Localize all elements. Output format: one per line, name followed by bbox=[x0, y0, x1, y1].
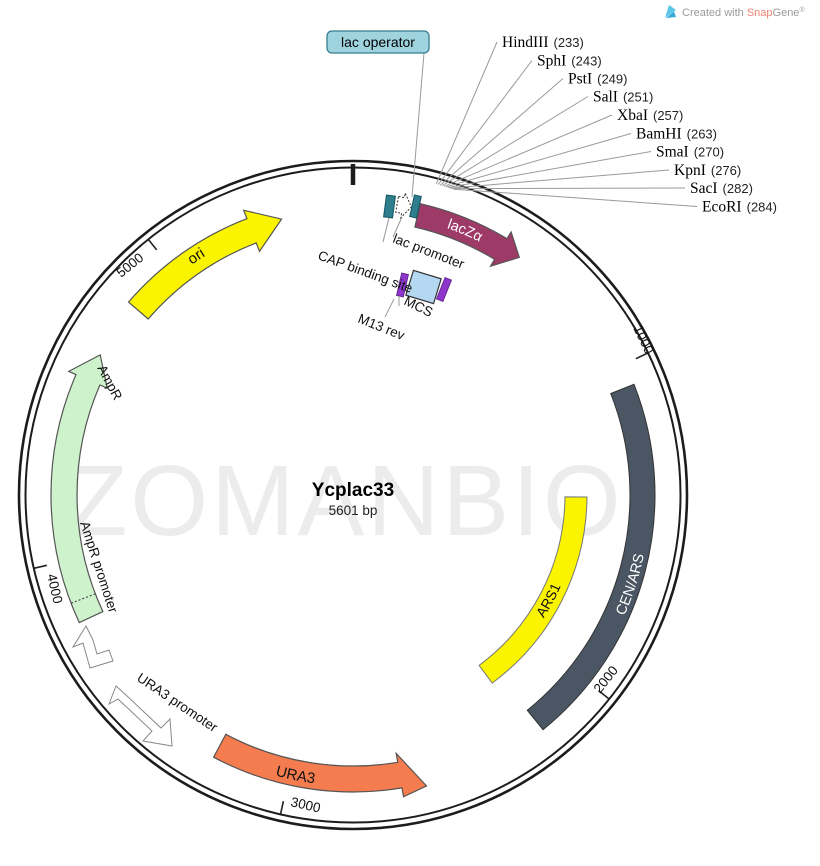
tick-4000 bbox=[34, 564, 48, 569]
tick-label-4000: 4000 bbox=[44, 572, 65, 605]
backbone-outer-ring bbox=[17, 159, 689, 831]
feature-m13-rev-label: M13 rev bbox=[356, 311, 407, 343]
lac-operator-callout-label: lac operator bbox=[341, 34, 415, 50]
feature-ampr-arrow[interactable] bbox=[50, 354, 109, 624]
snapgene-logo-icon bbox=[666, 11, 676, 18]
enzyme-site: (243) bbox=[571, 54, 601, 69]
tick-marks bbox=[34, 239, 648, 815]
feature-primer-bar-right[interactable] bbox=[435, 277, 453, 302]
feature-ura3-promoter-arrow[interactable] bbox=[108, 685, 173, 747]
watermark-text: ZOMANBIO bbox=[66, 445, 623, 557]
enzyme-site: (270) bbox=[694, 145, 724, 160]
feature-lac-promoter-glyph[interactable] bbox=[395, 191, 414, 220]
credit-prefix: Created with bbox=[682, 7, 747, 19]
credit-brand-gene: Gene bbox=[773, 7, 800, 19]
lac-operator-callout-box[interactable] bbox=[326, 30, 430, 54]
enzyme-line-ecori bbox=[453, 188, 698, 207]
primer-bar[interactable] bbox=[435, 277, 453, 302]
feature-ori-arrow[interactable] bbox=[127, 209, 283, 320]
enzyme-line-saci bbox=[451, 187, 686, 190]
lac-promoter-leader bbox=[392, 216, 403, 238]
feature-cap-binding-site-label: CAP binding site bbox=[316, 248, 415, 296]
mcs-rect[interactable] bbox=[405, 269, 442, 305]
ampr-signal-boundary bbox=[70, 593, 96, 604]
enzyme-site: (249) bbox=[597, 72, 627, 87]
cap-binding-site-leader bbox=[382, 217, 390, 243]
tick-2000 bbox=[598, 689, 610, 700]
enzyme-site: (284) bbox=[747, 200, 777, 215]
enzyme-name[interactable]: SphI bbox=[537, 53, 566, 70]
enzyme-label-xbai[interactable]: XbaI (257) bbox=[617, 107, 683, 124]
snapgene-credit[interactable]: Created with SnapGene® bbox=[665, 5, 805, 19]
m13-rev-leader bbox=[384, 298, 395, 318]
enzyme-name[interactable]: PstI bbox=[568, 71, 592, 88]
enzyme-line-sphi bbox=[437, 60, 533, 185]
tick-label-3000: 3000 bbox=[289, 794, 322, 815]
primer-bar[interactable] bbox=[396, 272, 409, 298]
enzyme-label-psti[interactable]: PstI (249) bbox=[568, 71, 627, 88]
enzyme-name[interactable]: SacI bbox=[690, 180, 718, 197]
enzyme-line-smai bbox=[447, 151, 652, 188]
enzyme-site: (257) bbox=[653, 108, 683, 123]
enzyme-site: (276) bbox=[711, 163, 741, 178]
enzyme-label-kpni[interactable]: KpnI (276) bbox=[674, 162, 741, 179]
tick-1000 bbox=[635, 352, 648, 360]
tick-5000 bbox=[147, 239, 158, 251]
enzyme-label-hindiii[interactable]: HindIII (233) bbox=[502, 34, 584, 51]
enzyme-line-hindiii bbox=[435, 41, 498, 185]
tick-3000 bbox=[279, 801, 285, 815]
feature-cap-binding-site-glyph[interactable] bbox=[383, 194, 396, 219]
feature-ars1-band[interactable] bbox=[478, 496, 588, 684]
credit-text[interactable]: Created with SnapGene® bbox=[682, 6, 805, 19]
enzyme-line-sali bbox=[441, 96, 589, 187]
credit-registered-mark: ® bbox=[799, 6, 805, 14]
tick-label-5000: 5000 bbox=[114, 250, 147, 280]
feature-ampr-promoter-arrow[interactable] bbox=[71, 624, 114, 669]
snapgene-logo-icon bbox=[665, 5, 676, 18]
feature-lac-operator-glyph[interactable] bbox=[409, 194, 422, 219]
credit-brand-snap: Snap bbox=[747, 7, 773, 19]
enzyme-name[interactable]: KpnI bbox=[674, 162, 706, 179]
enzyme-name[interactable]: XbaI bbox=[617, 107, 648, 124]
feature-m13-rev-primer-bar[interactable] bbox=[396, 272, 409, 298]
enzyme-name[interactable]: SalI bbox=[593, 89, 618, 106]
enzyme-site: (251) bbox=[623, 90, 653, 105]
enzyme-line-xbai bbox=[443, 114, 613, 187]
enzyme-label-bamhi[interactable]: BamHI (263) bbox=[636, 126, 717, 143]
enzyme-line-kpni bbox=[449, 169, 670, 189]
lac-operator-leader bbox=[411, 52, 425, 198]
cap-binding-site-rect[interactable] bbox=[383, 194, 396, 219]
plasmid-size: 5601 bp bbox=[329, 503, 378, 518]
enzyme-line-psti bbox=[439, 78, 564, 186]
enzyme-name[interactable]: EcoRI bbox=[702, 199, 742, 216]
enzyme-label-saci[interactable]: SacI (282) bbox=[690, 180, 753, 197]
feature-lacza-arrow[interactable] bbox=[414, 202, 521, 268]
enzyme-label-sphi[interactable]: SphI (243) bbox=[537, 53, 602, 70]
enzyme-name[interactable]: BamHI bbox=[636, 126, 682, 143]
label-leader-lines bbox=[382, 52, 425, 318]
tick-label-1000: 1000 bbox=[630, 323, 657, 357]
enzyme-label-sali[interactable]: SalI (251) bbox=[593, 89, 653, 106]
enzyme-label-ecori[interactable]: EcoRI (284) bbox=[702, 199, 777, 216]
enzyme-name[interactable]: SmaI bbox=[656, 144, 689, 161]
enzyme-name[interactable]: HindIII bbox=[502, 34, 549, 51]
plasmid-name: Ycplac33 bbox=[312, 480, 394, 501]
enzyme-site: (233) bbox=[554, 35, 584, 50]
enzyme-site: (263) bbox=[687, 127, 717, 142]
enzyme-site: (282) bbox=[723, 181, 753, 196]
feature-cen-ars-band[interactable] bbox=[526, 383, 656, 731]
lac-promoter-arrow[interactable] bbox=[395, 191, 414, 220]
enzyme-line-bamhi bbox=[445, 133, 632, 188]
feature-mcs-block[interactable] bbox=[405, 269, 442, 305]
lac-operator-rect[interactable] bbox=[409, 194, 422, 219]
enzyme-label-smai[interactable]: SmaI (270) bbox=[656, 144, 724, 161]
feature-ura3-arrow[interactable] bbox=[212, 733, 428, 798]
enzyme-fan-lines bbox=[435, 41, 698, 207]
